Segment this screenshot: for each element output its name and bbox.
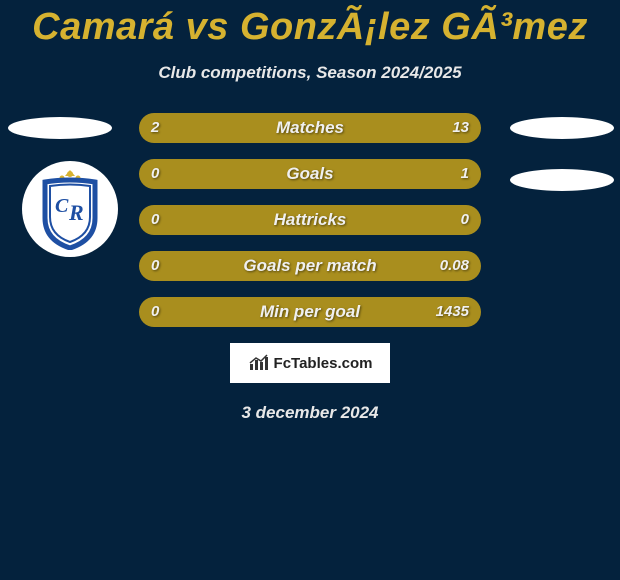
player-left-avatar-placeholder	[8, 117, 112, 139]
stat-right-value: 1435	[436, 297, 469, 327]
stat-row-hattricks: 0 Hattricks 0	[139, 205, 481, 235]
svg-text:R: R	[68, 200, 84, 225]
stat-row-min-per-goal: 0 Min per goal 1435	[139, 297, 481, 327]
stat-left-value: 0	[151, 297, 159, 327]
content: C R 2 Matches 13 0 Goals 1 0 Hattricks 0…	[0, 113, 620, 423]
stat-label: Matches	[276, 118, 344, 138]
svg-text:C: C	[55, 195, 69, 217]
stat-label: Goals per match	[243, 256, 376, 276]
page-subtitle: Club competitions, Season 2024/2025	[0, 63, 620, 83]
stat-label: Min per goal	[260, 302, 360, 322]
stat-left-value: 0	[151, 159, 159, 189]
club-crest-icon: C R	[35, 168, 105, 250]
stat-right-value: 13	[452, 113, 469, 143]
player-right-avatar-placeholder	[510, 117, 614, 139]
stat-left-value: 2	[151, 113, 159, 143]
club-right-badge-placeholder	[510, 169, 614, 191]
date-label: 3 december 2024	[0, 403, 620, 423]
brand-badge[interactable]: FcTables.com	[230, 343, 390, 383]
stat-row-goals: 0 Goals 1	[139, 159, 481, 189]
bar-chart-icon	[248, 354, 270, 372]
club-left-badge: C R	[22, 161, 118, 257]
stat-right-value: 1	[461, 159, 469, 189]
stat-label: Hattricks	[274, 210, 347, 230]
stats-container: 2 Matches 13 0 Goals 1 0 Hattricks 0 0 G…	[139, 113, 481, 327]
brand-label: FcTables.com	[274, 355, 373, 372]
page-title: Camará vs GonzÃ¡lez GÃ³mez	[0, 0, 620, 49]
stat-left-value: 0	[151, 205, 159, 235]
stat-right-value: 0	[461, 205, 469, 235]
stat-right-value: 0.08	[440, 251, 469, 281]
stat-row-matches: 2 Matches 13	[139, 113, 481, 143]
stat-left-value: 0	[151, 251, 159, 281]
stat-row-goals-per-match: 0 Goals per match 0.08	[139, 251, 481, 281]
stat-label: Goals	[286, 164, 333, 184]
